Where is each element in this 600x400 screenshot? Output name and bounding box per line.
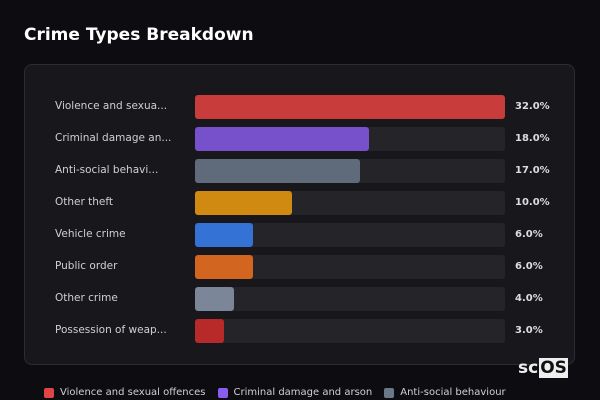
category-label: Criminal damage an... [55, 132, 172, 144]
category-label: Possession of weap... [55, 324, 167, 336]
legend-label: Anti-social behaviour [400, 387, 506, 398]
value-label: 10.0% [515, 197, 550, 208]
bar-track [195, 287, 505, 311]
legend-item[interactable]: Anti-social behaviour [384, 387, 506, 398]
logo-box-text: OS [539, 358, 568, 378]
bar-row: Possession of weap... 3.0% [25, 319, 574, 343]
legend-swatch [44, 387, 54, 398]
bar [195, 191, 292, 215]
legend: Violence and sexual offences Criminal dam… [44, 387, 506, 398]
bar [195, 255, 254, 279]
value-label: 17.0% [515, 165, 550, 176]
bar-track [195, 127, 505, 151]
value-label: 4.0% [515, 293, 543, 304]
scos-logo: sc OS [517, 358, 568, 378]
bar-row: Vehicle crime 6.0% [25, 223, 574, 247]
bar [195, 95, 505, 119]
bar-track [195, 223, 505, 247]
legend-swatch [217, 387, 228, 398]
legend-item[interactable]: Violence and sexual offences [44, 387, 206, 398]
bar-row: Anti-social behavi... 17.0% [25, 159, 574, 183]
legend-label: Violence and sexual offences [60, 387, 206, 398]
chart-title: Crime Types Breakdown [24, 25, 254, 45]
bar [195, 127, 370, 151]
bar-row: Public order 6.0% [25, 255, 574, 279]
bar-track [195, 255, 505, 279]
bar [195, 223, 254, 247]
bar-track [195, 159, 505, 183]
value-label: 6.0% [515, 229, 543, 240]
chart-panel: Violence and sexua... 32.0% Criminal dama… [24, 64, 575, 365]
category-label: Anti-social behavi... [55, 164, 159, 176]
bar [195, 159, 360, 183]
category-label: Public order [55, 260, 118, 272]
bar-row: Other crime 4.0% [25, 287, 574, 311]
bar-row: Other theft 10.0% [25, 191, 574, 215]
bar [195, 319, 225, 343]
category-label: Vehicle crime [55, 228, 126, 240]
category-label: Other theft [55, 196, 114, 208]
bar-track [195, 191, 505, 215]
bar-track [195, 95, 505, 119]
bar [195, 287, 234, 311]
category-label: Violence and sexua... [55, 100, 168, 112]
bar-row: Violence and sexua... 32.0% [25, 95, 574, 119]
bar-row: Criminal damage an... 18.0% [25, 127, 574, 151]
legend-item[interactable]: Criminal damage and arson [217, 387, 373, 398]
legend-swatch [384, 387, 395, 398]
bar-track [195, 319, 505, 343]
value-label: 6.0% [515, 261, 543, 272]
value-label: 3.0% [515, 325, 543, 336]
category-label: Other crime [55, 292, 118, 304]
value-label: 32.0% [515, 101, 550, 112]
value-label: 18.0% [515, 133, 550, 144]
logo-text: sc [518, 358, 539, 378]
legend-label: Criminal damage and arson [233, 387, 373, 398]
